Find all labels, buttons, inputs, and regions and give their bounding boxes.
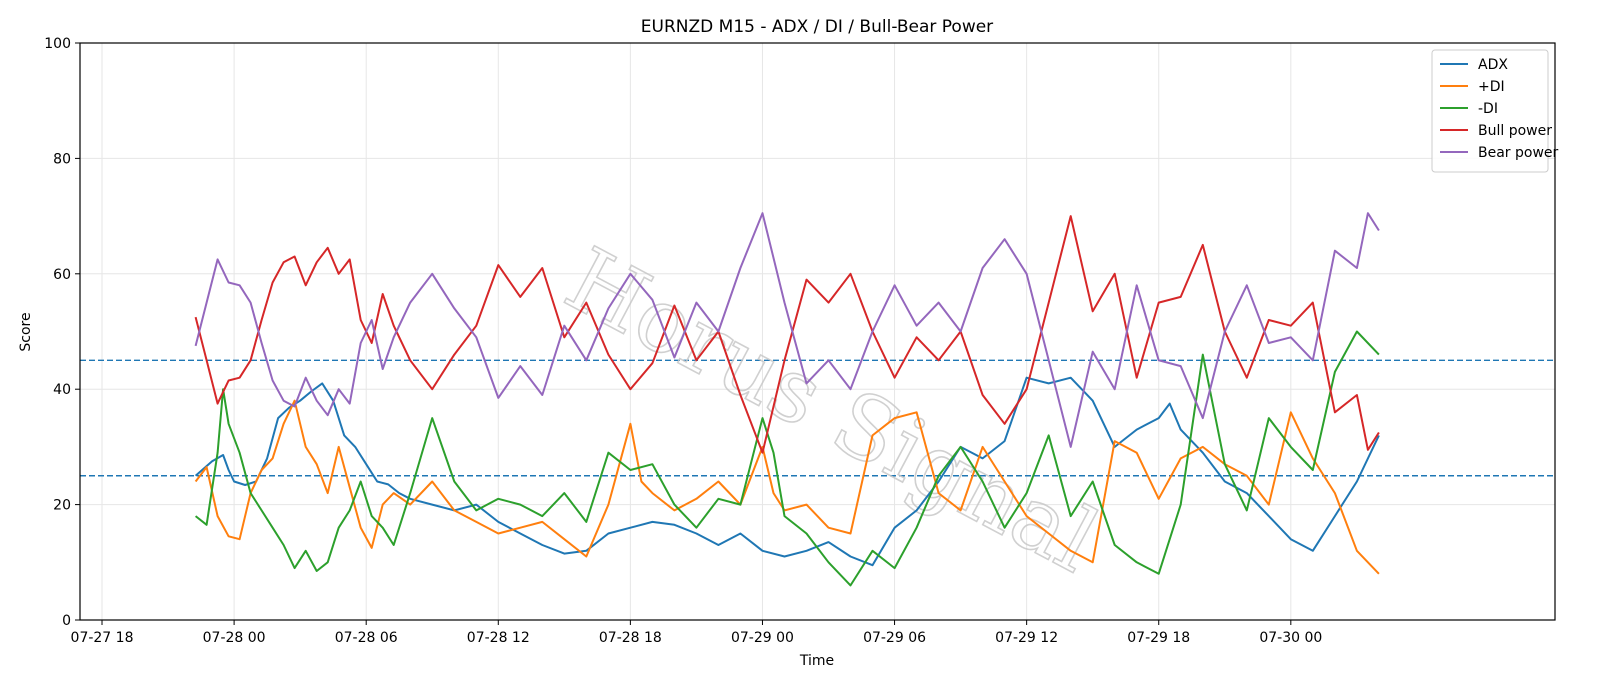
x-axis-ticks: 07-27 18 07-28 00 07-28 06 07-28 12 07-28 18…: [71, 620, 1322, 646]
x-axis-label: Time: [799, 653, 834, 669]
y-axis-label: Score: [18, 312, 34, 351]
x-tick-label: 07-30 00: [1259, 630, 1322, 646]
series-lines: [194, 212, 1380, 587]
legend-label: +DI: [1478, 79, 1505, 95]
series-line-bear-power: [194, 212, 1380, 448]
x-tick-label: 07-27 18: [71, 630, 134, 646]
x-tick-label: 07-29 18: [1127, 630, 1190, 646]
x-tick-label: 07-29 00: [731, 630, 794, 646]
threshold-lines: [80, 359, 1555, 477]
legend-box: [1431, 49, 1549, 173]
x-tick-label: 07-29 06: [863, 630, 926, 646]
series-line-bull-power: [194, 215, 1380, 454]
legend: ADX +DI -DI Bull power Bear power: [1431, 49, 1559, 173]
y-axis-ticks: 0 20 40 60 80 100: [44, 36, 80, 629]
series-line-adx: [194, 376, 1380, 567]
x-tick-label: 07-28 06: [335, 630, 398, 646]
plot-frame: [79, 42, 1556, 621]
series-line--di: [194, 330, 1380, 587]
y-tick-label: 100: [44, 36, 71, 52]
y-tick-label: 80: [53, 151, 71, 167]
legend-label: -DI: [1478, 101, 1498, 117]
y-tick-label: 60: [53, 267, 71, 283]
x-tick-label: 07-28 00: [203, 630, 266, 646]
x-tick-label: 07-28 18: [599, 630, 662, 646]
y-tick-label: 40: [53, 382, 71, 398]
legend-label: ADX: [1478, 57, 1508, 73]
x-tick-label: 07-29 12: [995, 630, 1058, 646]
x-tick-label: 07-28 12: [467, 630, 530, 646]
series-line--di: [194, 399, 1380, 575]
y-tick-label: 0: [62, 613, 71, 629]
chart-title: EURNZD M15 - ADX / DI / Bull-Bear Power: [641, 17, 993, 37]
legend-label: Bear power: [1478, 145, 1559, 161]
legend-label: Bull power: [1478, 123, 1552, 139]
y-tick-label: 20: [53, 498, 71, 514]
